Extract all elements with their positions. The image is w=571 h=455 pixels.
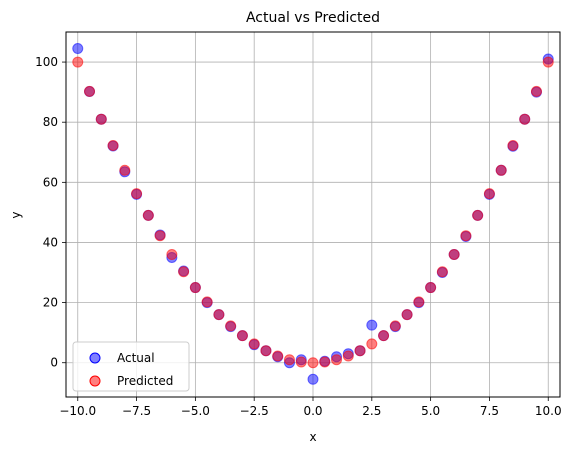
predicted-point bbox=[213, 309, 225, 321]
predicted-point bbox=[389, 320, 401, 332]
predicted-point bbox=[342, 350, 354, 362]
predicted-point bbox=[331, 354, 343, 366]
x-tick-label: −5.0 bbox=[181, 404, 210, 418]
predicted-point bbox=[472, 209, 484, 221]
predicted-point bbox=[142, 209, 154, 221]
y-tick-label: 20 bbox=[43, 296, 58, 310]
x-tick-label: 5.0 bbox=[421, 404, 440, 418]
predicted-point bbox=[84, 85, 96, 97]
predicted-point bbox=[542, 56, 554, 68]
actual-point bbox=[72, 43, 84, 55]
predicted-point bbox=[248, 338, 260, 350]
predicted-point bbox=[425, 282, 437, 294]
predicted-point bbox=[272, 350, 284, 362]
y-axis-label: y bbox=[9, 211, 23, 218]
x-axis-ticks: −10.0 −7.5 −5.0 −2.5 0.0 2.5 5.0 7.5 10.0 bbox=[59, 397, 562, 418]
y-tick-label: 100 bbox=[35, 55, 58, 69]
predicted-point bbox=[295, 356, 307, 368]
predicted-point bbox=[530, 85, 542, 97]
predicted-point bbox=[201, 296, 213, 308]
predicted-point bbox=[460, 230, 472, 242]
x-tick-label: 10.0 bbox=[535, 404, 562, 418]
x-axis-label: x bbox=[309, 430, 316, 444]
chart-title: Actual vs Predicted bbox=[246, 10, 380, 26]
predicted-point bbox=[283, 354, 295, 366]
predicted-point bbox=[436, 266, 448, 278]
predicted-point bbox=[519, 113, 531, 125]
legend: Actual Predicted bbox=[72, 341, 190, 392]
y-tick-label: 0 bbox=[50, 356, 58, 370]
predicted-point bbox=[95, 113, 107, 125]
predicted-point bbox=[260, 345, 272, 357]
predicted-point bbox=[119, 164, 131, 176]
x-tick-label: −7.5 bbox=[122, 404, 151, 418]
predicted-point bbox=[189, 282, 201, 294]
predicted-point bbox=[448, 248, 460, 260]
x-tick-label: 0.0 bbox=[303, 404, 322, 418]
predicted-point bbox=[131, 188, 143, 200]
x-tick-label: −2.5 bbox=[240, 404, 269, 418]
x-tick-label: 2.5 bbox=[362, 404, 381, 418]
predicted-point bbox=[166, 248, 178, 260]
x-tick-label: 7.5 bbox=[480, 404, 499, 418]
predicted-point bbox=[154, 230, 166, 242]
grid bbox=[66, 32, 560, 397]
predicted-point bbox=[507, 139, 519, 151]
predicted-point bbox=[236, 330, 248, 342]
predicted-point bbox=[354, 345, 366, 357]
legend-label-predicted: Predicted bbox=[117, 374, 173, 388]
predicted-point bbox=[413, 296, 425, 308]
y-axis-ticks: 0 20 40 60 80 100 bbox=[35, 55, 66, 370]
predicted-point bbox=[225, 320, 237, 332]
predicted-point bbox=[378, 330, 390, 342]
predicted-point bbox=[319, 356, 331, 368]
predicted-points bbox=[72, 56, 554, 369]
predicted-point bbox=[495, 164, 507, 176]
y-tick-label: 40 bbox=[43, 235, 58, 249]
predicted-point bbox=[401, 309, 413, 321]
y-tick-label: 80 bbox=[43, 115, 58, 129]
y-tick-label: 60 bbox=[43, 175, 58, 189]
predicted-point bbox=[366, 338, 378, 350]
predicted-point bbox=[483, 188, 495, 200]
predicted-point bbox=[72, 56, 84, 68]
predicted-point bbox=[107, 139, 119, 151]
legend-label-actual: Actual bbox=[117, 351, 155, 365]
legend-box bbox=[72, 341, 190, 392]
actual-point bbox=[366, 319, 378, 331]
legend-marker-predicted bbox=[89, 375, 101, 387]
actual-point bbox=[307, 373, 319, 385]
x-tick-label: −10.0 bbox=[59, 404, 96, 418]
predicted-point bbox=[307, 357, 319, 369]
predicted-point bbox=[178, 266, 190, 278]
legend-marker-actual bbox=[89, 352, 101, 364]
